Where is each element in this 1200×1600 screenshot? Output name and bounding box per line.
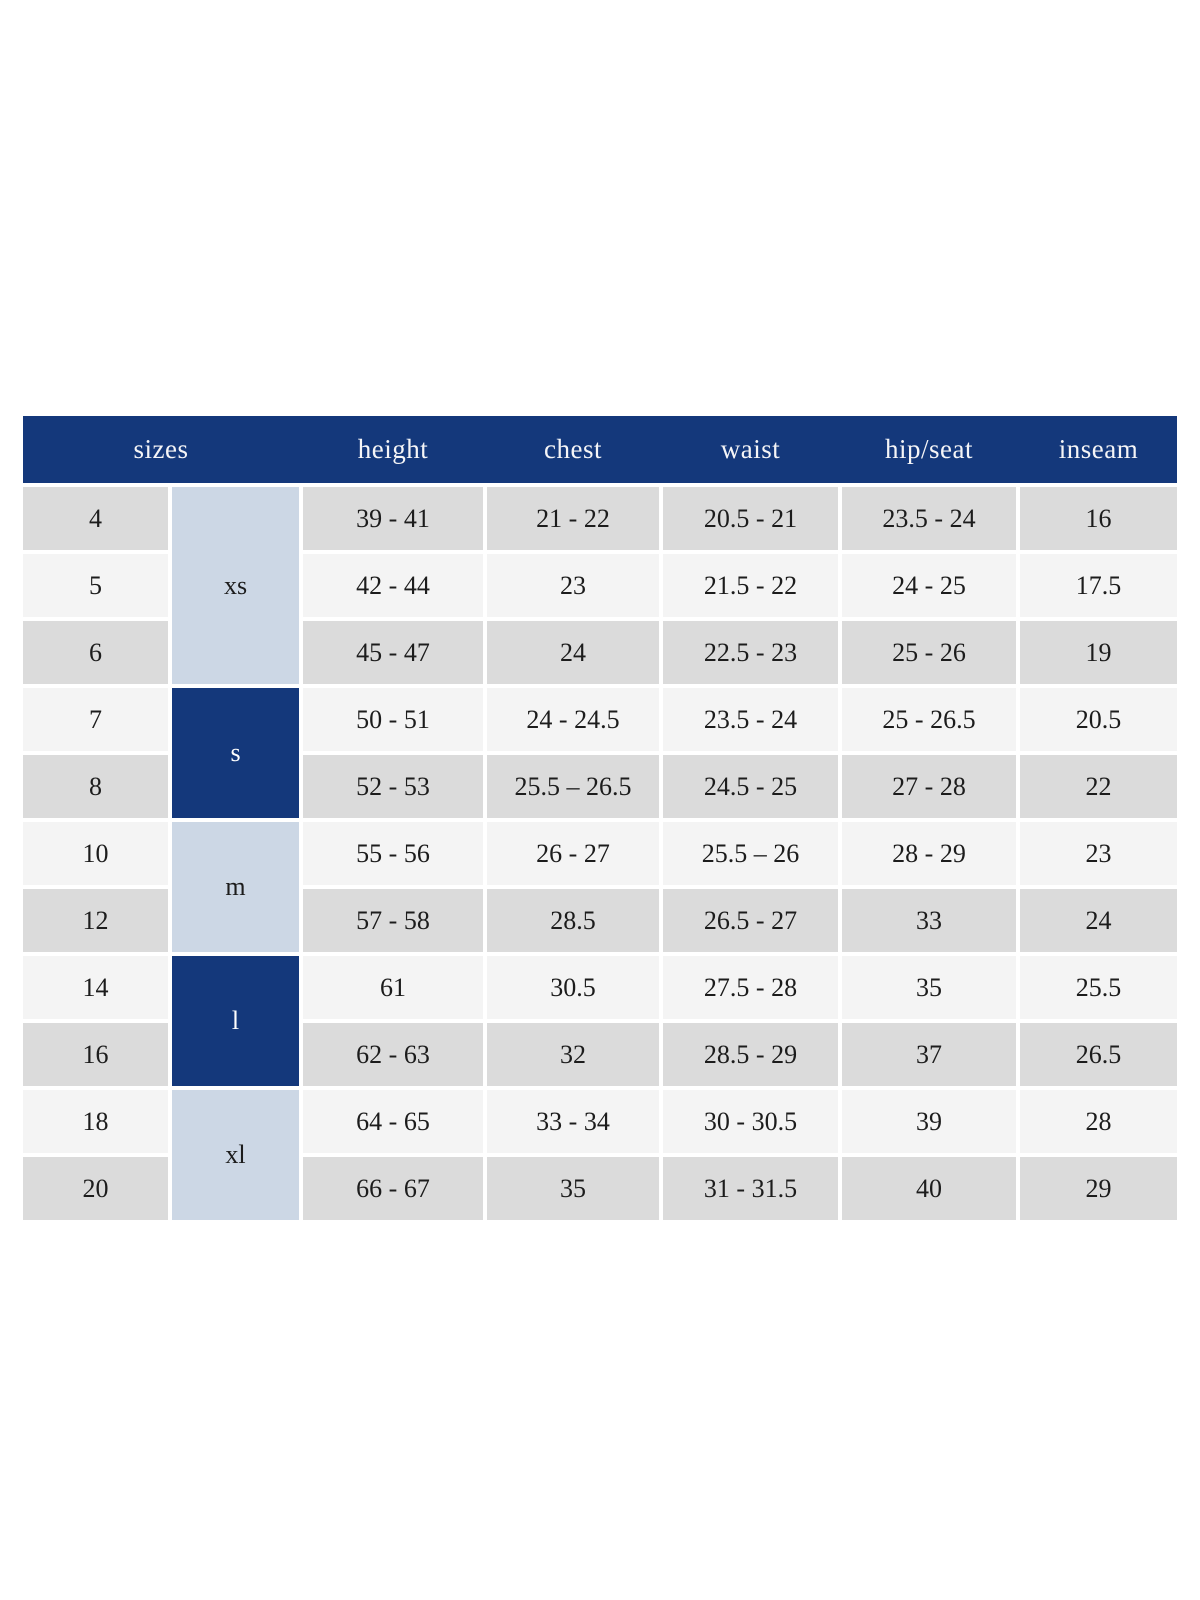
hip-seat-cell: 28 - 29 <box>842 822 1016 885</box>
hip-seat-cell: 35 <box>842 956 1016 1019</box>
size-cell: 12 <box>23 889 168 952</box>
size-cell: 6 <box>23 621 168 684</box>
inseam-cell: 24 <box>1020 889 1177 952</box>
waist-cell: 24.5 - 25 <box>663 755 838 818</box>
inseam-cell: 28 <box>1020 1090 1177 1153</box>
header-sizes: sizes <box>133 434 189 464</box>
inseam-cell: 20.5 <box>1020 688 1177 751</box>
size-cell: 18 <box>23 1090 168 1153</box>
chest-cell: 24 <box>487 621 659 684</box>
header-waist: waist <box>720 434 781 464</box>
header-chest: chest <box>544 434 602 464</box>
size-cell: 7 <box>23 688 168 751</box>
height-cell: 50 - 51 <box>303 688 483 751</box>
size-cell: 16 <box>23 1023 168 1086</box>
inseam-cell: 17.5 <box>1020 554 1177 617</box>
height-cell: 66 - 67 <box>303 1157 483 1220</box>
hip-seat-cell: 25 - 26 <box>842 621 1016 684</box>
table-body: 4 39 - 41 21 - 22 20.5 - 21 23.5 - 24 16 5 42 -… <box>23 487 1177 1220</box>
hip-seat-cell: 27 - 28 <box>842 755 1016 818</box>
height-cell: 57 - 58 <box>303 889 483 952</box>
chest-cell: 28.5 <box>487 889 659 952</box>
hip-seat-cell: 23.5 - 24 <box>842 487 1016 550</box>
hip-seat-cell: 25 - 26.5 <box>842 688 1016 751</box>
size-group-cell-xl: xl <box>172 1090 299 1220</box>
size-group-cell-l: l <box>172 956 299 1086</box>
hip-seat-cell: 24 - 25 <box>842 554 1016 617</box>
chest-cell: 32 <box>487 1023 659 1086</box>
size-cell: 5 <box>23 554 168 617</box>
size-chart-table: sizes height chest waist hip/seat inseam… <box>23 416 1177 1220</box>
hip-seat-cell: 37 <box>842 1023 1016 1086</box>
waist-cell: 26.5 - 27 <box>663 889 838 952</box>
inseam-cell: 19 <box>1020 621 1177 684</box>
chest-cell: 23 <box>487 554 659 617</box>
header-height: height <box>357 434 429 464</box>
chest-cell: 30.5 <box>487 956 659 1019</box>
chest-cell: 24 - 24.5 <box>487 688 659 751</box>
size-cell: 4 <box>23 487 168 550</box>
waist-cell: 30 - 30.5 <box>663 1090 838 1153</box>
waist-cell: 31 - 31.5 <box>663 1157 838 1220</box>
size-group-cell-xs: xs <box>172 487 299 684</box>
chest-cell: 26 - 27 <box>487 822 659 885</box>
waist-cell: 23.5 - 24 <box>663 688 838 751</box>
size-cell: 20 <box>23 1157 168 1220</box>
height-cell: 62 - 63 <box>303 1023 483 1086</box>
hip-seat-cell: 40 <box>842 1157 1016 1220</box>
inseam-cell: 16 <box>1020 487 1177 550</box>
inseam-cell: 26.5 <box>1020 1023 1177 1086</box>
header-hip-seat: hip/seat <box>885 434 973 464</box>
height-cell: 42 - 44 <box>303 554 483 617</box>
size-cell: 14 <box>23 956 168 1019</box>
chest-cell: 33 - 34 <box>487 1090 659 1153</box>
inseam-cell: 23 <box>1020 822 1177 885</box>
waist-cell: 22.5 - 23 <box>663 621 838 684</box>
waist-cell: 27.5 - 28 <box>663 956 838 1019</box>
hip-seat-cell: 33 <box>842 889 1016 952</box>
inseam-cell: 22 <box>1020 755 1177 818</box>
size-group-cell-s: s <box>172 688 299 818</box>
height-cell: 64 - 65 <box>303 1090 483 1153</box>
table-header-row: sizes height chest waist hip/seat inseam <box>23 416 1177 483</box>
height-cell: 52 - 53 <box>303 755 483 818</box>
height-cell: 39 - 41 <box>303 487 483 550</box>
waist-cell: 28.5 - 29 <box>663 1023 838 1086</box>
chest-cell: 25.5 – 26.5 <box>487 755 659 818</box>
height-cell: 61 <box>303 956 483 1019</box>
chest-cell: 21 - 22 <box>487 487 659 550</box>
size-cell: 10 <box>23 822 168 885</box>
chest-cell: 35 <box>487 1157 659 1220</box>
waist-cell: 25.5 – 26 <box>663 822 838 885</box>
size-group-cell-m: m <box>172 822 299 952</box>
header-inseam: inseam <box>1058 434 1139 464</box>
height-cell: 45 - 47 <box>303 621 483 684</box>
inseam-cell: 25.5 <box>1020 956 1177 1019</box>
waist-cell: 21.5 - 22 <box>663 554 838 617</box>
size-cell: 8 <box>23 755 168 818</box>
inseam-cell: 29 <box>1020 1157 1177 1220</box>
hip-seat-cell: 39 <box>842 1090 1016 1153</box>
waist-cell: 20.5 - 21 <box>663 487 838 550</box>
height-cell: 55 - 56 <box>303 822 483 885</box>
